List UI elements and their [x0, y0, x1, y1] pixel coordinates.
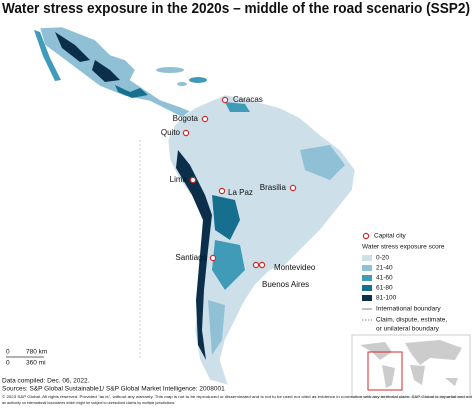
city-label: Caracas — [233, 95, 263, 104]
capital-marker — [362, 232, 370, 240]
capital-marker — [289, 184, 297, 192]
high-stress — [212, 195, 240, 240]
capital-marker — [209, 254, 217, 262]
mid-stress — [208, 300, 225, 355]
legend-swatch — [362, 285, 372, 291]
island — [156, 67, 184, 73]
capital-marker — [258, 261, 266, 269]
capital-marker — [182, 129, 190, 137]
legend-label: 61-80 — [376, 285, 393, 292]
capital-marker — [189, 176, 197, 184]
island — [189, 77, 207, 83]
legend-swatch — [362, 255, 372, 261]
high-stress — [55, 32, 120, 82]
legend-swatch — [362, 295, 372, 301]
high-stress — [115, 85, 148, 98]
legend-swatch — [362, 265, 372, 271]
scale-label: 780 km — [26, 349, 47, 356]
copyright: an authority on international boundaries… — [2, 401, 175, 405]
capital-marker — [252, 261, 260, 269]
legend-swatch — [362, 275, 372, 281]
legend: Capital city Water stress exposure score… — [362, 233, 447, 333]
footnote: Data compiled: Dec. 06, 2022. — [2, 378, 90, 385]
city-label: La Paz — [228, 188, 253, 197]
high-stress — [176, 150, 212, 360]
scale-label: 0 — [6, 349, 10, 356]
legend-label: International boundary — [376, 306, 441, 313]
capital-marker — [221, 96, 229, 104]
legend-label: 21-40 — [376, 265, 393, 272]
capital-marker — [201, 115, 209, 123]
map — [34, 26, 356, 386]
city-label: Quito — [161, 128, 181, 137]
scale-label: 360 mi — [26, 360, 46, 367]
scale-label: 0 — [6, 360, 10, 367]
legend-label: 0-20 — [376, 255, 389, 262]
city-label: Montevideo — [274, 263, 316, 272]
city-label: Buenos Aires — [262, 280, 309, 289]
legend-label: 41-60 — [376, 275, 393, 282]
city-label: Lima — [170, 175, 188, 184]
scale-bar: 0 780 km 0 360 mi — [6, 349, 47, 367]
copyright: © 2023 S&P Global. All rights reserved. … — [2, 395, 472, 399]
mid-stress — [225, 102, 250, 112]
land — [167, 94, 356, 386]
legend-label: Claim, dispute, estimate, — [376, 317, 447, 324]
locator-inset — [351, 334, 471, 398]
city-label: Brasilia — [260, 183, 287, 192]
capitals: Caracas Bogota Quito Lima La Paz Brasilia Sant… — [161, 95, 316, 289]
legend-title: Water stress exposure score — [362, 244, 445, 251]
capital-marker — [218, 187, 226, 195]
city-label: Santiago — [175, 253, 207, 262]
inset-extent — [367, 351, 403, 391]
legend-label: or unilateral boundary — [376, 326, 440, 333]
mid-stress — [300, 145, 345, 180]
score-list: 0-20 21-40 41-60 61-80 81-100 — [362, 255, 397, 302]
title: Water stress exposure in the 2020s – mid… — [2, 0, 470, 17]
legend-label: Capital city — [374, 233, 407, 240]
city-label: Bogota — [173, 114, 199, 123]
island — [177, 82, 187, 86]
footnote: Sources: S&P Global Sustainable1/ S&P Gl… — [2, 386, 225, 393]
land — [34, 30, 61, 81]
legend-label: 81-100 — [376, 295, 397, 302]
high-stress — [212, 240, 245, 290]
